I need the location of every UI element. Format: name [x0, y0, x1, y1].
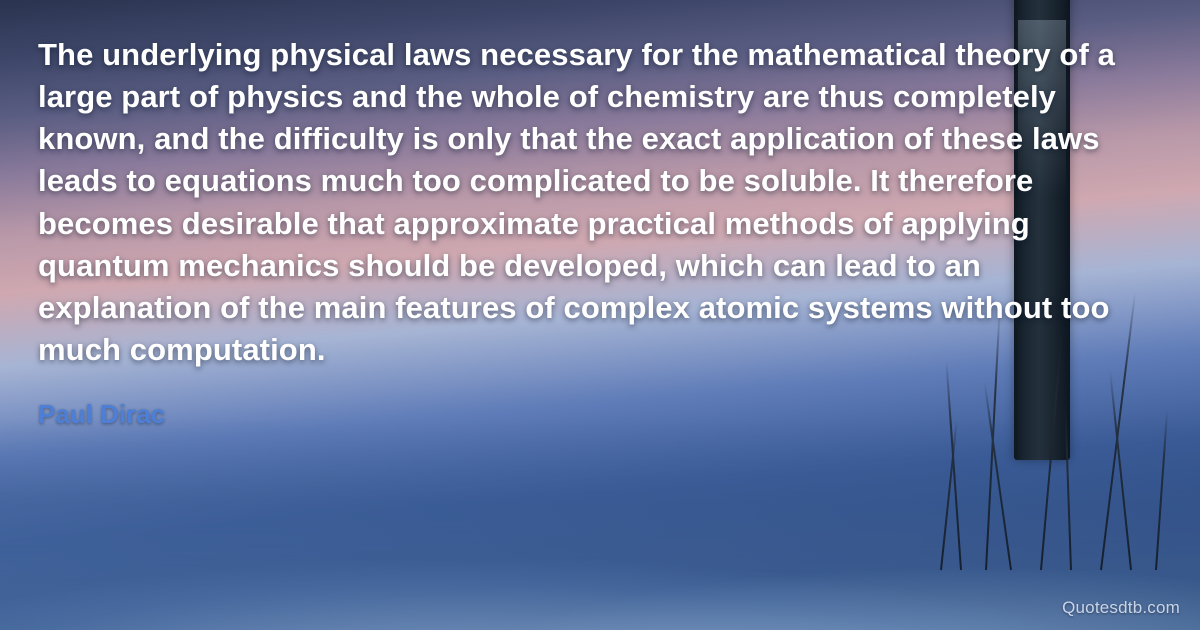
site-watermark: Quotesdtb.com	[1062, 598, 1180, 618]
content-wrapper: The underlying physical laws necessary f…	[0, 0, 1200, 630]
quote-card: The underlying physical laws necessary f…	[0, 0, 1200, 630]
quote-author: Paul Dirac	[38, 399, 1162, 430]
quote-text: The underlying physical laws necessary f…	[38, 34, 1162, 371]
